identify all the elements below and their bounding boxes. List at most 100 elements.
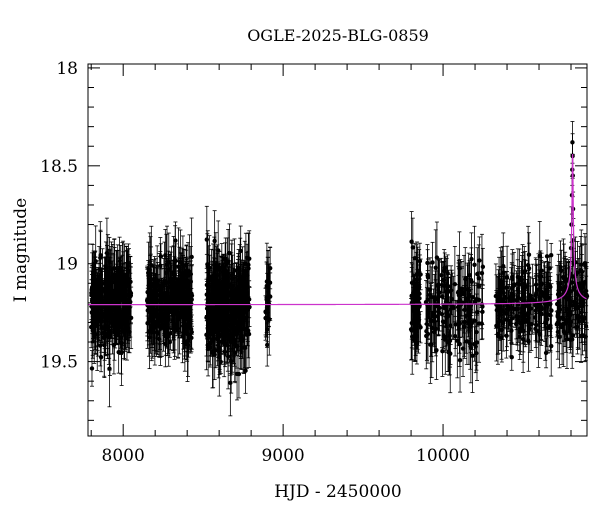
point-marker: [158, 254, 164, 259]
point-marker: [116, 349, 121, 355]
point-marker: [159, 291, 165, 297]
data-point: [128, 266, 134, 325]
point-marker: [204, 306, 210, 311]
point-marker: [96, 310, 101, 316]
point-marker: [228, 359, 234, 364]
point-marker: [114, 310, 120, 315]
point-marker: [155, 283, 160, 289]
point-marker: [124, 327, 130, 332]
point-marker: [116, 292, 121, 297]
point-marker: [247, 256, 252, 261]
point-marker: [189, 254, 194, 260]
data-point: [126, 248, 132, 294]
point-marker: [125, 323, 130, 328]
data-point: [89, 350, 95, 387]
point-marker: [118, 281, 123, 287]
point-marker: [243, 368, 248, 373]
point-marker: [170, 306, 175, 311]
point-marker: [242, 326, 248, 332]
point-marker: [185, 342, 190, 348]
point-marker: [213, 323, 219, 329]
data-point: [123, 303, 128, 333]
point-marker: [221, 310, 227, 315]
point-marker: [99, 318, 105, 324]
data-point: [111, 315, 117, 375]
point-marker: [158, 263, 163, 268]
data-point: [103, 256, 108, 282]
point-marker: [146, 298, 152, 303]
point-marker: [188, 314, 193, 320]
point-marker: [177, 288, 183, 293]
point-marker: [230, 332, 235, 337]
data-points: [89, 121, 590, 417]
point-marker: [110, 301, 115, 307]
x-axis-label: HJD - 2450000: [274, 482, 402, 502]
y-axis-label: I magnitude: [11, 198, 31, 302]
point-marker: [92, 273, 97, 278]
point-marker: [128, 293, 134, 298]
point-marker: [207, 265, 212, 270]
point-marker: [108, 278, 113, 283]
point-marker: [99, 287, 105, 292]
point-marker: [232, 350, 238, 355]
point-marker: [123, 315, 128, 321]
point-marker: [150, 310, 156, 315]
point-marker: [89, 285, 95, 290]
point-marker: [232, 296, 237, 302]
point-marker: [224, 318, 229, 323]
data-point: [105, 270, 110, 336]
point-marker: [157, 312, 162, 318]
point-marker: [148, 280, 154, 286]
point-marker: [122, 280, 127, 286]
point-marker: [236, 371, 242, 377]
point-marker: [227, 250, 232, 256]
point-marker: [98, 354, 104, 360]
point-marker: [111, 342, 117, 348]
point-marker: [126, 268, 132, 273]
data-point: [99, 268, 105, 311]
point-marker: [103, 266, 108, 272]
data-point: [96, 280, 101, 347]
data-point: [111, 238, 117, 299]
point-marker: [238, 319, 243, 324]
point-marker: [163, 333, 168, 339]
data-point: [102, 311, 107, 353]
point-marker: [165, 280, 171, 285]
point-marker: [219, 281, 224, 287]
point-marker: [185, 338, 191, 343]
point-marker: [172, 275, 177, 281]
point-marker: [212, 288, 218, 293]
point-marker: [147, 335, 152, 340]
point-marker: [89, 366, 95, 371]
point-marker: [182, 305, 188, 310]
data-point: [122, 266, 127, 299]
point-marker: [219, 318, 224, 324]
point-marker: [164, 262, 170, 267]
point-marker: [246, 262, 251, 268]
point-marker: [223, 268, 228, 274]
point-marker: [105, 300, 110, 305]
data-point: [125, 302, 130, 348]
point-marker: [208, 322, 213, 328]
point-marker: [204, 315, 209, 320]
point-marker: [235, 295, 241, 301]
chart-title: OGLE-2025-BLG-0859: [247, 26, 429, 45]
point-marker: [231, 311, 236, 316]
point-marker: [240, 299, 246, 304]
point-marker: [204, 237, 210, 242]
point-marker: [228, 380, 233, 386]
data-point: [108, 257, 113, 304]
point-marker: [102, 295, 108, 300]
point-marker: [111, 266, 117, 271]
point-marker: [225, 322, 230, 328]
data-point: [124, 298, 130, 361]
point-marker: [112, 305, 118, 311]
point-marker: [246, 331, 252, 337]
point-marker: [183, 327, 188, 332]
plot-area: [88, 121, 590, 417]
point-marker: [222, 349, 227, 355]
point-marker: [102, 330, 107, 335]
point-marker: [90, 319, 95, 325]
data-point: [116, 266, 121, 324]
